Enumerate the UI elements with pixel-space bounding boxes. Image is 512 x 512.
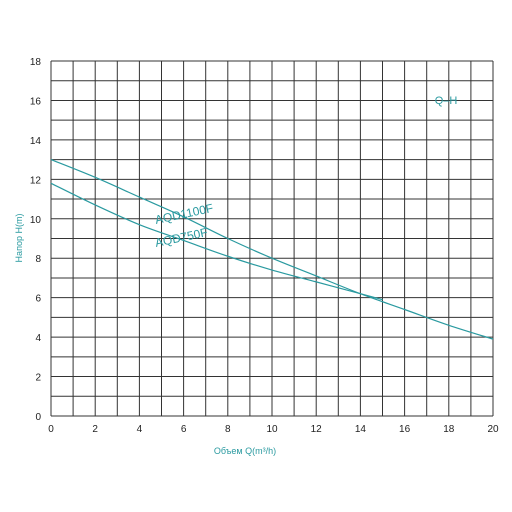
- y-tick-label: 2: [35, 373, 41, 384]
- x-tick-label: 20: [487, 424, 499, 435]
- series-line-aqd1100f: [50, 159, 494, 340]
- x-tick-label: 8: [225, 424, 231, 435]
- x-tick-label: 6: [181, 424, 187, 435]
- x-tick-label: 4: [137, 424, 143, 435]
- x-axis-label: Объем Q(m³/h): [214, 446, 276, 456]
- series-lines: [50, 159, 494, 340]
- y-tick-label: 12: [30, 175, 42, 186]
- qh-tag: Q–H: [435, 95, 458, 107]
- x-tick-label: 2: [92, 424, 98, 435]
- y-tick-label: 0: [35, 412, 41, 423]
- x-tick-label: 14: [355, 424, 367, 435]
- y-axis-label: Напор H(m): [14, 214, 24, 263]
- x-tick-label: 16: [399, 424, 411, 435]
- x-tick-label: 0: [48, 424, 54, 435]
- y-tick-label: 18: [30, 57, 42, 68]
- y-tick-label: 16: [30, 96, 42, 107]
- y-tick-label: 14: [30, 136, 42, 147]
- x-tick-label: 18: [443, 424, 455, 435]
- y-tick-label: 8: [35, 254, 41, 265]
- tick-labels: 0 2 4 6 8 10 12 14 16 18 20 0 2 4 6 8 10 12 14 16 18: [30, 57, 499, 435]
- grid: [50, 60, 494, 417]
- y-tick-label: 4: [35, 333, 41, 344]
- series-line-aqd750f: [50, 182, 383, 301]
- x-tick-label: 10: [266, 424, 278, 435]
- x-tick-label: 12: [311, 424, 323, 435]
- y-tick-label: 10: [30, 215, 42, 226]
- y-tick-label: 6: [35, 294, 41, 305]
